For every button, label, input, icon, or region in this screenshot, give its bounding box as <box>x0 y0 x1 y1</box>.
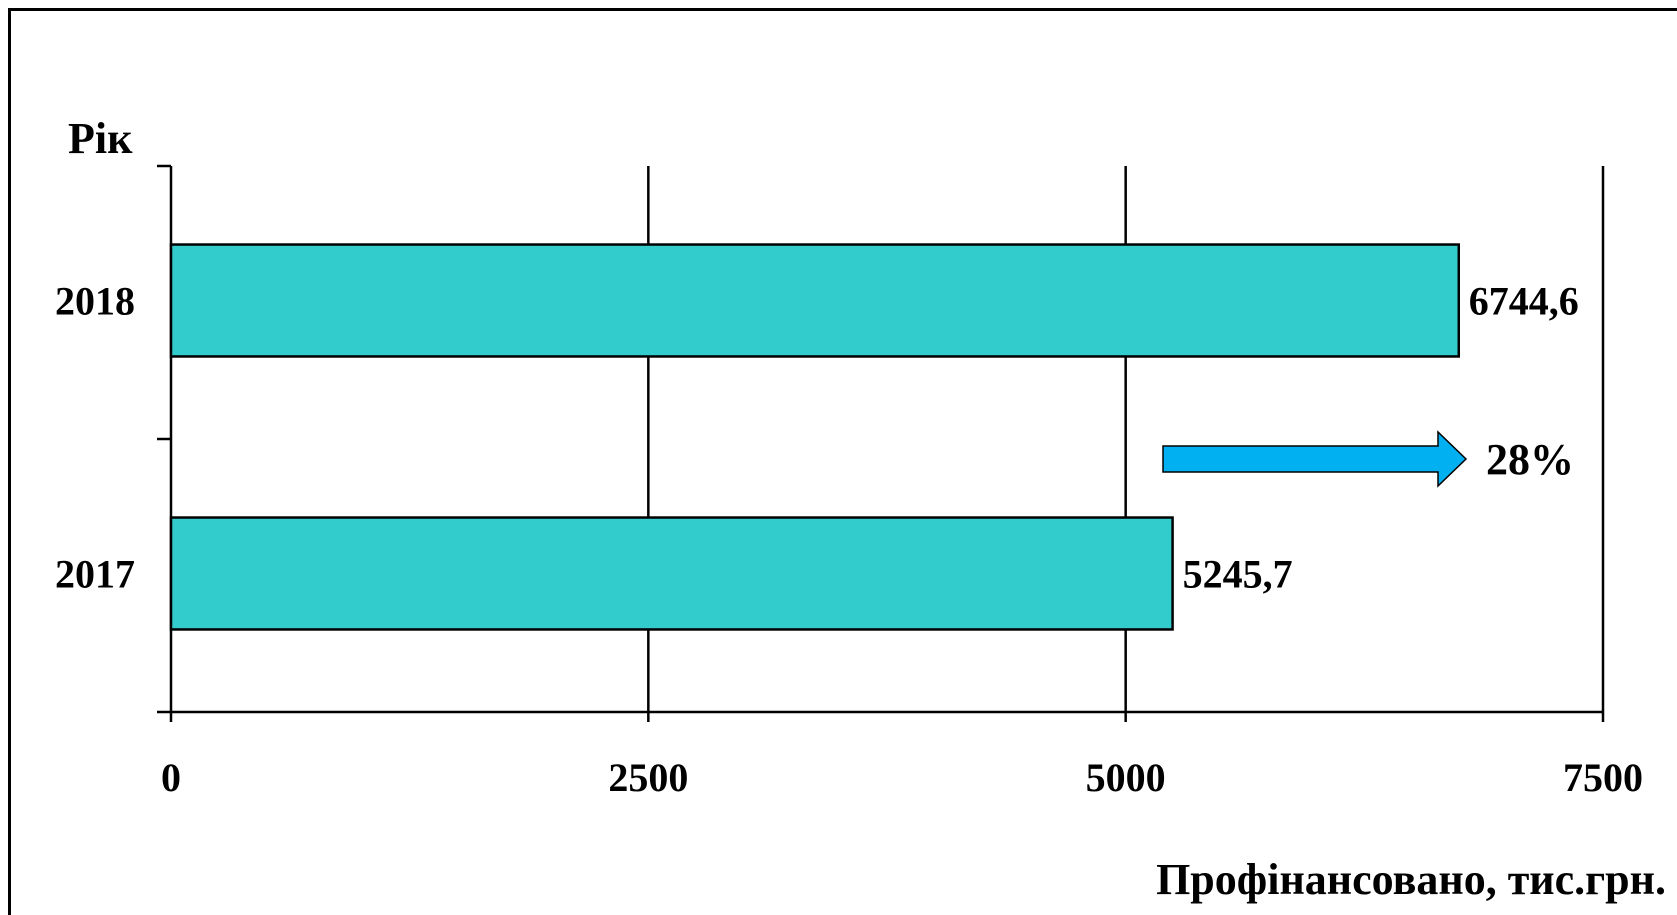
x-tick-label: 2500 <box>608 755 688 800</box>
growth-percent-label: 28% <box>1486 435 1574 484</box>
labels: Рік Профінансовано, тис.грн. 0 2500 5000 75… <box>55 114 1666 904</box>
bar-2018 <box>169 243 1461 358</box>
category-label: 2018 <box>55 279 135 324</box>
growth-arrow-icon <box>1162 430 1468 488</box>
x-tick-label: 0 <box>161 755 181 800</box>
y-axis-title: Рік <box>68 114 133 163</box>
bar-2017 <box>169 516 1174 631</box>
bars <box>169 243 1461 631</box>
growth-annotation: 28% <box>1162 430 1574 488</box>
x-tick-label: 7500 <box>1563 755 1643 800</box>
x-axis-title: Профінансовано, тис.грн. <box>1156 855 1666 904</box>
value-label: 5245,7 <box>1183 552 1293 597</box>
value-label: 6744,6 <box>1469 279 1579 324</box>
x-tick-label: 5000 <box>1086 755 1166 800</box>
category-label: 2017 <box>55 552 135 597</box>
